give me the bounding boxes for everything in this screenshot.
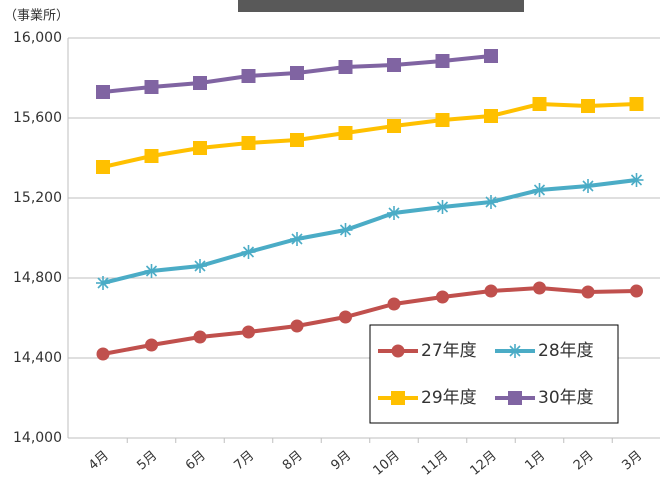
- marker: [629, 173, 644, 187]
- marker: [339, 310, 352, 324]
- marker: [387, 206, 401, 220]
- marker-stroke: [145, 265, 158, 277]
- marker: [338, 60, 353, 74]
- marker: [533, 281, 546, 295]
- marker: [484, 49, 498, 63]
- marker: [241, 136, 256, 150]
- marker: [96, 160, 110, 174]
- y-tick-label: 15,200: [13, 190, 62, 206]
- x-tick-label: 11月: [419, 448, 451, 478]
- y-tick-label: 15,600: [13, 110, 62, 126]
- marker-stroke: [339, 224, 352, 236]
- x-tick-label: 5月: [134, 448, 160, 473]
- marker-stroke: [436, 201, 449, 213]
- legend-label: 28年度: [538, 341, 594, 361]
- x-tick-label: 8月: [280, 448, 306, 473]
- x-tick-label: 2月: [571, 448, 597, 473]
- marker: [436, 290, 449, 304]
- series-line: [102, 178, 637, 285]
- marker: [290, 319, 304, 333]
- marker: [144, 264, 159, 278]
- marker: [193, 141, 207, 155]
- marker: [484, 284, 498, 298]
- marker: [630, 284, 643, 298]
- marker: [484, 109, 498, 123]
- marker: [532, 183, 547, 197]
- marker: [508, 344, 522, 358]
- marker: [387, 119, 401, 133]
- marker: [96, 276, 110, 290]
- x-tick-label: 3月: [619, 448, 645, 473]
- marker: [290, 232, 304, 246]
- y-tick-label: 14,400: [13, 350, 62, 366]
- marker-stroke: [242, 246, 255, 258]
- marker-stroke: [630, 174, 643, 186]
- marker: [338, 223, 353, 237]
- marker: [193, 76, 207, 90]
- marker: [629, 97, 644, 111]
- marker: [290, 133, 304, 147]
- marker: [581, 179, 595, 193]
- marker: [435, 200, 450, 214]
- legend-label: 27年度: [421, 341, 477, 361]
- x-tick-label: 12月: [468, 448, 500, 478]
- legend-label: 29年度: [421, 388, 477, 408]
- y-unit-label: （事業所）: [4, 8, 69, 24]
- marker: [391, 391, 405, 405]
- title-box: [238, 0, 524, 12]
- x-tick-label: 1月: [522, 448, 548, 473]
- marker-stroke: [194, 260, 206, 272]
- series-line: [102, 285, 637, 356]
- marker: [241, 69, 256, 83]
- legend-box: [369, 324, 619, 424]
- marker: [145, 338, 158, 352]
- y-tick-label: 16,000: [13, 30, 62, 46]
- marker-stroke: [291, 233, 303, 245]
- marker: [391, 344, 405, 358]
- marker: [435, 113, 450, 127]
- marker: [338, 126, 353, 140]
- marker: [581, 99, 595, 113]
- marker: [387, 58, 401, 72]
- marker: [241, 245, 256, 259]
- marker: [290, 66, 304, 80]
- marker: [96, 85, 110, 99]
- marker: [96, 347, 110, 361]
- marker: [193, 330, 207, 344]
- marker: [435, 54, 450, 68]
- marker: [387, 297, 401, 311]
- series-line: [102, 101, 637, 169]
- marker: [532, 97, 547, 111]
- x-tick-label: 7月: [231, 448, 257, 473]
- x-tick-label: 6月: [183, 448, 209, 473]
- marker: [581, 285, 595, 299]
- marker: [144, 149, 159, 163]
- marker-stroke: [582, 180, 594, 192]
- x-tick-label: 9月: [328, 448, 354, 473]
- marker: [484, 195, 498, 209]
- marker: [144, 80, 159, 94]
- x-tick-label: 10月: [371, 448, 403, 478]
- marker: [193, 259, 207, 273]
- marker-stroke: [97, 277, 109, 289]
- marker-stroke: [509, 345, 521, 357]
- marker-stroke: [388, 207, 400, 219]
- x-tick-label: 4月: [86, 448, 112, 473]
- marker: [508, 391, 522, 405]
- y-tick-label: 14,800: [13, 270, 62, 286]
- y-tick-label: 14,000: [13, 430, 62, 446]
- marker: [242, 325, 255, 339]
- marker-stroke: [485, 196, 497, 208]
- marker-stroke: [533, 184, 546, 196]
- legend-label: 30年度: [538, 388, 594, 408]
